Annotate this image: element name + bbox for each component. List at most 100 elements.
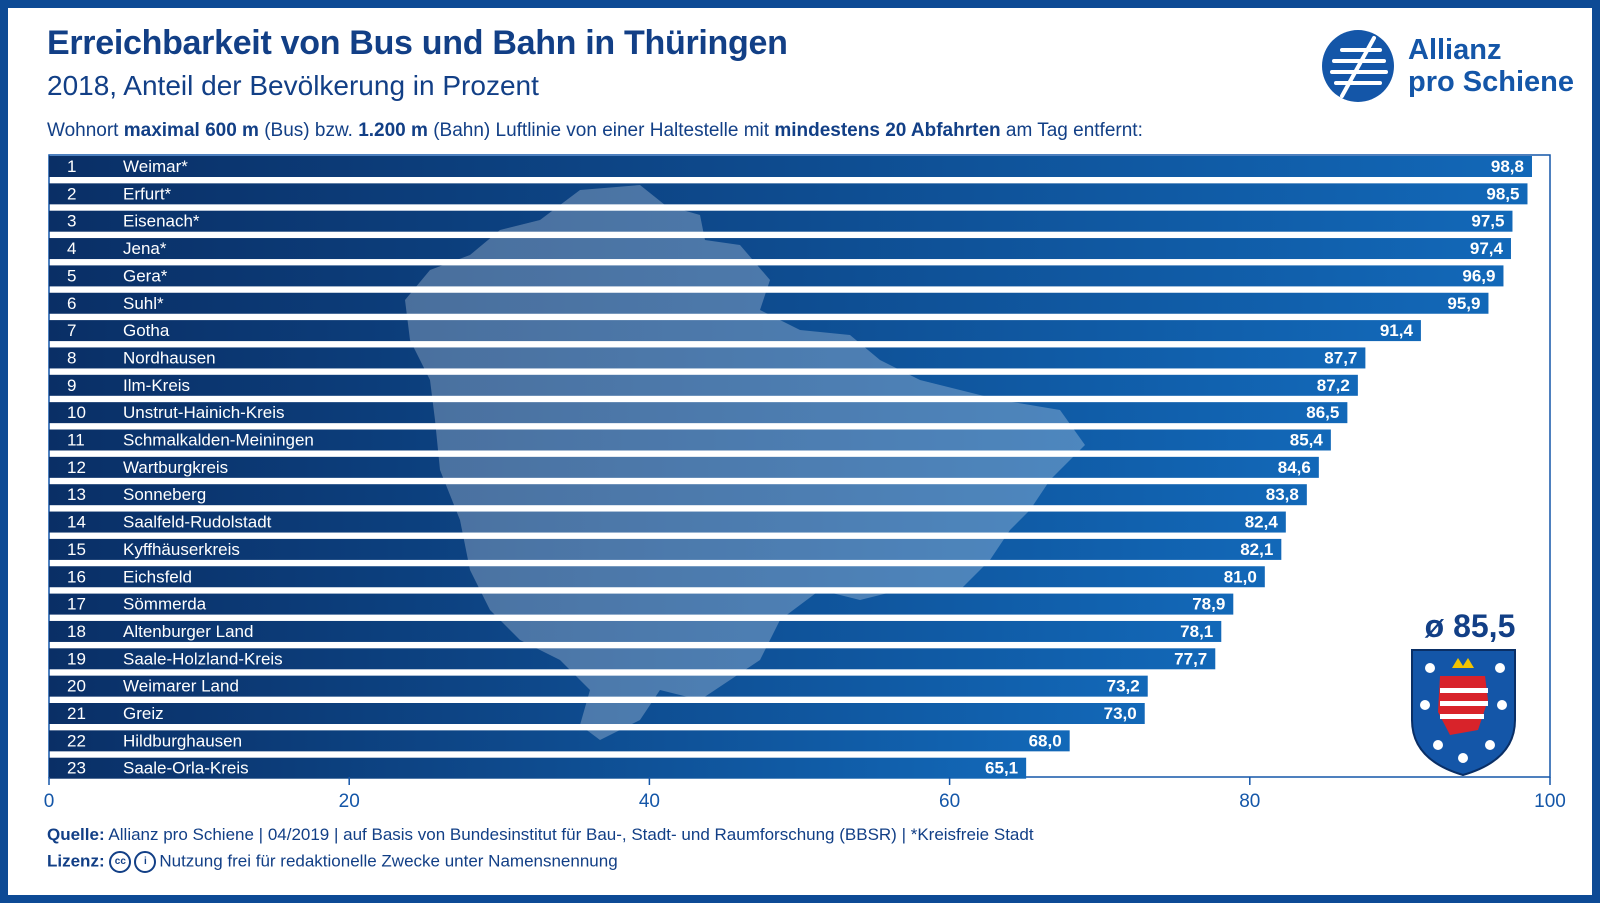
bar-rank: 13 — [67, 485, 86, 504]
bar-rank: 6 — [67, 294, 76, 313]
bar-row: 12 Wartburgkreis 84,6 — [49, 456, 1319, 478]
thuringia-map-silhouette — [405, 185, 1085, 740]
bar-category-label: Saale-Orla-Kreis — [123, 759, 249, 778]
bar-row: 20 Weimarer Land 73,2 — [49, 675, 1148, 697]
thuringia-coat-of-arms-icon — [1411, 649, 1516, 777]
bar-category-label: Eichsfeld — [123, 567, 192, 586]
bar — [49, 402, 1348, 424]
bar — [49, 484, 1307, 506]
bar — [49, 456, 1319, 478]
bar-value-label: 73,2 — [1107, 677, 1140, 696]
chart-description: Wohnort maximal 600 m (Bus) bzw. 1.200 m… — [47, 120, 1143, 142]
bar-value-label: 81,0 — [1224, 567, 1257, 586]
bar-value-label: 82,1 — [1240, 540, 1273, 559]
bar — [49, 703, 1145, 724]
bar — [49, 429, 1331, 451]
bar — [49, 156, 1532, 177]
bar — [49, 292, 1489, 314]
bar-category-label: Weimar* — [123, 157, 188, 176]
bar-category-label: Saalfeld-Rudolstadt — [123, 513, 272, 532]
x-axis: 0 20 40 60 80 100 — [44, 777, 1566, 812]
bar-value-label: 96,9 — [1462, 266, 1495, 285]
bar — [49, 183, 1528, 205]
bar-category-label: Gotha — [123, 321, 170, 340]
bar-rank: 22 — [67, 731, 86, 750]
bar-category-label: Sömmerda — [123, 595, 207, 614]
bar-row: 17 Sömmerda 78,9 — [49, 593, 1234, 615]
desc-bold-3: mindestens 20 Abfahrten — [774, 120, 1001, 141]
bar — [49, 238, 1511, 260]
bar-rank: 20 — [67, 677, 86, 696]
bar-rank: 1 — [67, 157, 76, 176]
bar-value-label: 87,2 — [1317, 376, 1350, 395]
bar — [49, 620, 1222, 642]
attribution-icon: i — [134, 851, 157, 873]
bar-rank: 14 — [67, 513, 86, 532]
bar-rank: 2 — [67, 184, 76, 203]
bar-rank: 9 — [67, 376, 76, 395]
chart-subtitle: 2018, Anteil der Bevölkerung in Prozent — [47, 70, 539, 101]
bar-rank: 16 — [67, 567, 86, 586]
x-tick-label: 60 — [939, 791, 960, 812]
bar-category-label: Suhl* — [123, 294, 164, 313]
bar-row: 23 Saale-Orla-Kreis 65,1 — [49, 757, 1027, 779]
bar-value-label: 95,9 — [1447, 294, 1480, 313]
bar — [49, 210, 1513, 232]
bar-rank: 23 — [67, 759, 86, 778]
bar-row: 2 Erfurt* 98,5 — [49, 183, 1528, 205]
bar-category-label: Ilm-Kreis — [123, 376, 190, 395]
bar-category-label: Unstrut-Hainich-Kreis — [123, 403, 285, 422]
bar-value-label: 73,0 — [1104, 704, 1137, 723]
bar-category-label: Weimarer Land — [123, 677, 239, 696]
bar-rank: 7 — [67, 321, 76, 340]
bar-row: 6 Suhl* 95,9 — [49, 292, 1489, 314]
bar-rank: 17 — [67, 595, 86, 614]
bar-category-label: Schmalkalden-Meiningen — [123, 431, 314, 450]
license-note: Lizenz: cc i Nutzung frei für redaktionell… — [47, 851, 618, 873]
desc-bold-2: 1.200 m — [358, 120, 428, 141]
bar-row: 22 Hildburghausen 68,0 — [49, 730, 1070, 752]
bar-value-label: 87,7 — [1324, 348, 1357, 367]
bar — [49, 566, 1265, 588]
bar-category-label: Eisenach* — [123, 212, 200, 231]
desc-bold-1: maximal 600 m — [123, 120, 259, 141]
bar — [49, 675, 1148, 697]
bar-row: 1 Weimar* 98,8 — [49, 156, 1532, 177]
bar-row: 8 Nordhausen 87,7 — [49, 347, 1366, 369]
bar — [49, 511, 1286, 533]
bar-category-label: Hildburghausen — [123, 731, 242, 750]
x-tick-label: 40 — [639, 791, 660, 812]
bar-row: 9 Ilm-Kreis 87,2 — [49, 374, 1358, 396]
bar-category-label: Nordhausen — [123, 348, 216, 367]
desc-text-4: am Tag entfernt: — [1000, 120, 1143, 141]
x-tick-label: 80 — [1239, 791, 1260, 812]
logo-line-1: Allianz — [1408, 34, 1502, 66]
bar-row: 13 Sonneberg 83,8 — [49, 484, 1307, 506]
source-label: Quelle: — [47, 825, 105, 844]
bar-value-label: 78,1 — [1180, 622, 1213, 641]
bar-category-label: Wartburgkreis — [123, 458, 228, 477]
source-text: Allianz pro Schiene | 04/2019 | auf Basi… — [108, 825, 1034, 844]
bar-row: 11 Schmalkalden-Meiningen 85,4 — [49, 429, 1331, 451]
bar-category-label: Altenburger Land — [123, 622, 253, 641]
bar-rank: 12 — [67, 458, 86, 477]
bar-value-label: 98,8 — [1491, 157, 1524, 176]
x-tick-label: 100 — [1534, 791, 1566, 812]
desc-text-2: (Bus) bzw. — [258, 120, 359, 141]
bar-value-label: 91,4 — [1380, 321, 1414, 340]
bar-value-label: 83,8 — [1266, 485, 1299, 504]
bar-value-label: 82,4 — [1245, 513, 1279, 532]
bar-row: 5 Gera* 96,9 — [49, 265, 1504, 287]
bar-row: 19 Saale-Holzland-Kreis 77,7 — [49, 648, 1216, 670]
bar-category-label: Jena* — [123, 239, 167, 258]
bar-rank: 18 — [67, 622, 86, 641]
bar-value-label: 84,6 — [1278, 458, 1311, 477]
bar-rank: 21 — [67, 704, 86, 723]
bars-layer: 1 Weimar* 98,8 2 Erfurt* 98,5 3 Eisenach* 97,5 4 J… — [49, 156, 1532, 779]
average-value: ø 85,5 — [1424, 608, 1516, 644]
bar — [49, 648, 1216, 670]
bar-rank: 11 — [67, 431, 85, 450]
bar-row: 10 Unstrut-Hainich-Kreis 86,5 — [49, 402, 1348, 424]
